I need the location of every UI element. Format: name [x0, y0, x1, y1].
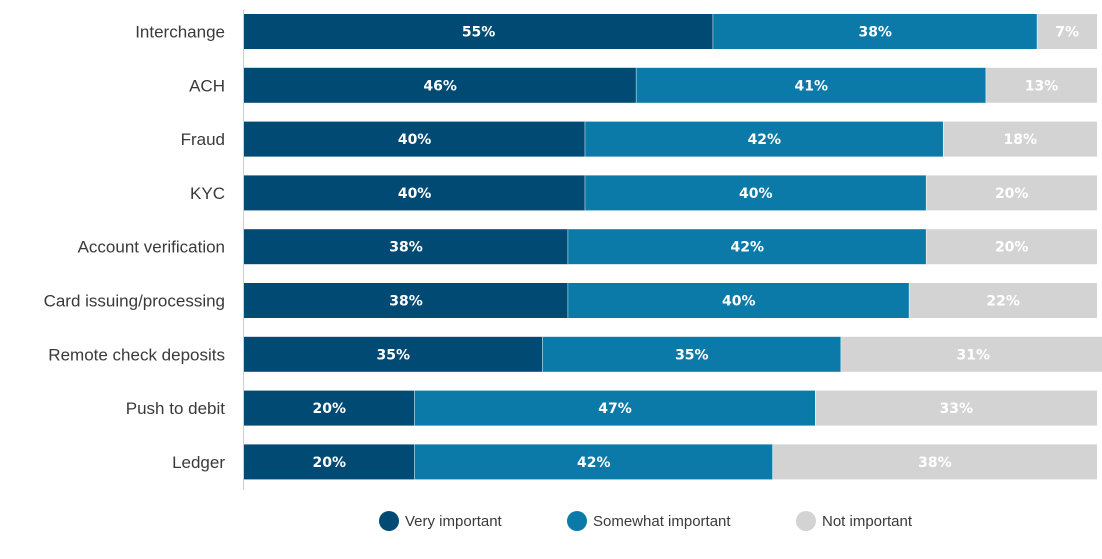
bar-segment	[244, 67, 637, 103]
legend-swatch	[379, 511, 399, 531]
data-label: 38%	[389, 240, 423, 256]
data-label: 40%	[398, 132, 432, 148]
legend-label: Somewhat important	[593, 513, 731, 530]
category-label: Interchange	[135, 23, 225, 42]
data-label: 22%	[986, 294, 1020, 310]
data-label: 13%	[1025, 78, 1059, 94]
bar-segment	[1037, 14, 1097, 49]
data-label: 18%	[1003, 132, 1037, 148]
data-label: 33%	[939, 401, 973, 417]
bar-segment	[585, 121, 944, 157]
legend: Very important Somewhat important Not impo…	[379, 511, 913, 531]
category-labels: Interchange ACH Fraud KYC Account verificati…	[44, 23, 226, 472]
data-label: 42%	[748, 132, 782, 148]
data-label: 42%	[577, 455, 611, 471]
category-label: ACH	[189, 76, 225, 95]
bar-segment	[841, 336, 1102, 372]
data-label: 42%	[731, 240, 765, 256]
data-label: 40%	[722, 294, 756, 310]
data-label: 35%	[377, 347, 411, 363]
data-label: 38%	[918, 455, 952, 471]
data-label: 31%	[957, 347, 991, 363]
bar-segment	[244, 390, 415, 426]
data-label: 41%	[794, 78, 828, 94]
bar-segment	[772, 444, 1097, 480]
bar-segment	[244, 283, 569, 318]
bar-segment	[414, 390, 816, 426]
bar-segment	[926, 175, 1097, 211]
legend-swatch	[796, 511, 816, 531]
bar-segment	[585, 175, 927, 211]
data-label: 38%	[389, 294, 423, 310]
category-label: Card issuing/processing	[44, 292, 225, 311]
category-label: KYC	[190, 184, 225, 203]
data-label: 40%	[398, 186, 432, 202]
legend-label: Very important	[405, 513, 503, 530]
data-label: 40%	[739, 186, 773, 202]
bar-segment	[244, 14, 714, 49]
bar-segment	[815, 390, 1097, 426]
data-label: 20%	[313, 401, 347, 417]
data-label: 47%	[598, 401, 632, 417]
bar-segment	[568, 229, 927, 265]
legend-label: Not important	[822, 513, 913, 530]
bar-segment	[244, 444, 415, 480]
bar-segment	[542, 336, 842, 372]
bar-segment	[636, 67, 987, 103]
bar-segment	[244, 336, 543, 372]
bars-layer: 55% 38% 7% 46% 41% 13% 40% 42% 18% 40% 40% 20% 38% 42…	[244, 14, 1102, 480]
bar-segment	[943, 121, 1097, 157]
data-label: 55%	[462, 25, 496, 41]
data-label: 20%	[995, 240, 1029, 256]
data-label: 38%	[858, 25, 892, 41]
data-label: 20%	[313, 455, 347, 471]
legend-swatch	[567, 511, 587, 531]
bar-segment	[926, 229, 1097, 265]
bar-segment	[986, 67, 1097, 103]
bar-segment	[568, 283, 910, 318]
bar-segment	[713, 14, 1038, 49]
bar-segment	[909, 283, 1097, 318]
data-label: 35%	[675, 347, 709, 363]
category-label: Remote check deposits	[48, 345, 225, 364]
data-label: 7%	[1055, 25, 1079, 41]
bar-segment	[244, 229, 569, 265]
category-label: Push to debit	[126, 399, 226, 418]
data-label: 20%	[995, 186, 1029, 202]
data-label: 46%	[423, 78, 457, 94]
bar-segment	[244, 175, 586, 211]
category-label: Fraud	[181, 130, 225, 149]
category-label: Account verification	[78, 238, 225, 257]
bar-segment	[244, 121, 586, 157]
bar-segment	[414, 444, 773, 480]
category-label: Ledger	[172, 453, 225, 472]
